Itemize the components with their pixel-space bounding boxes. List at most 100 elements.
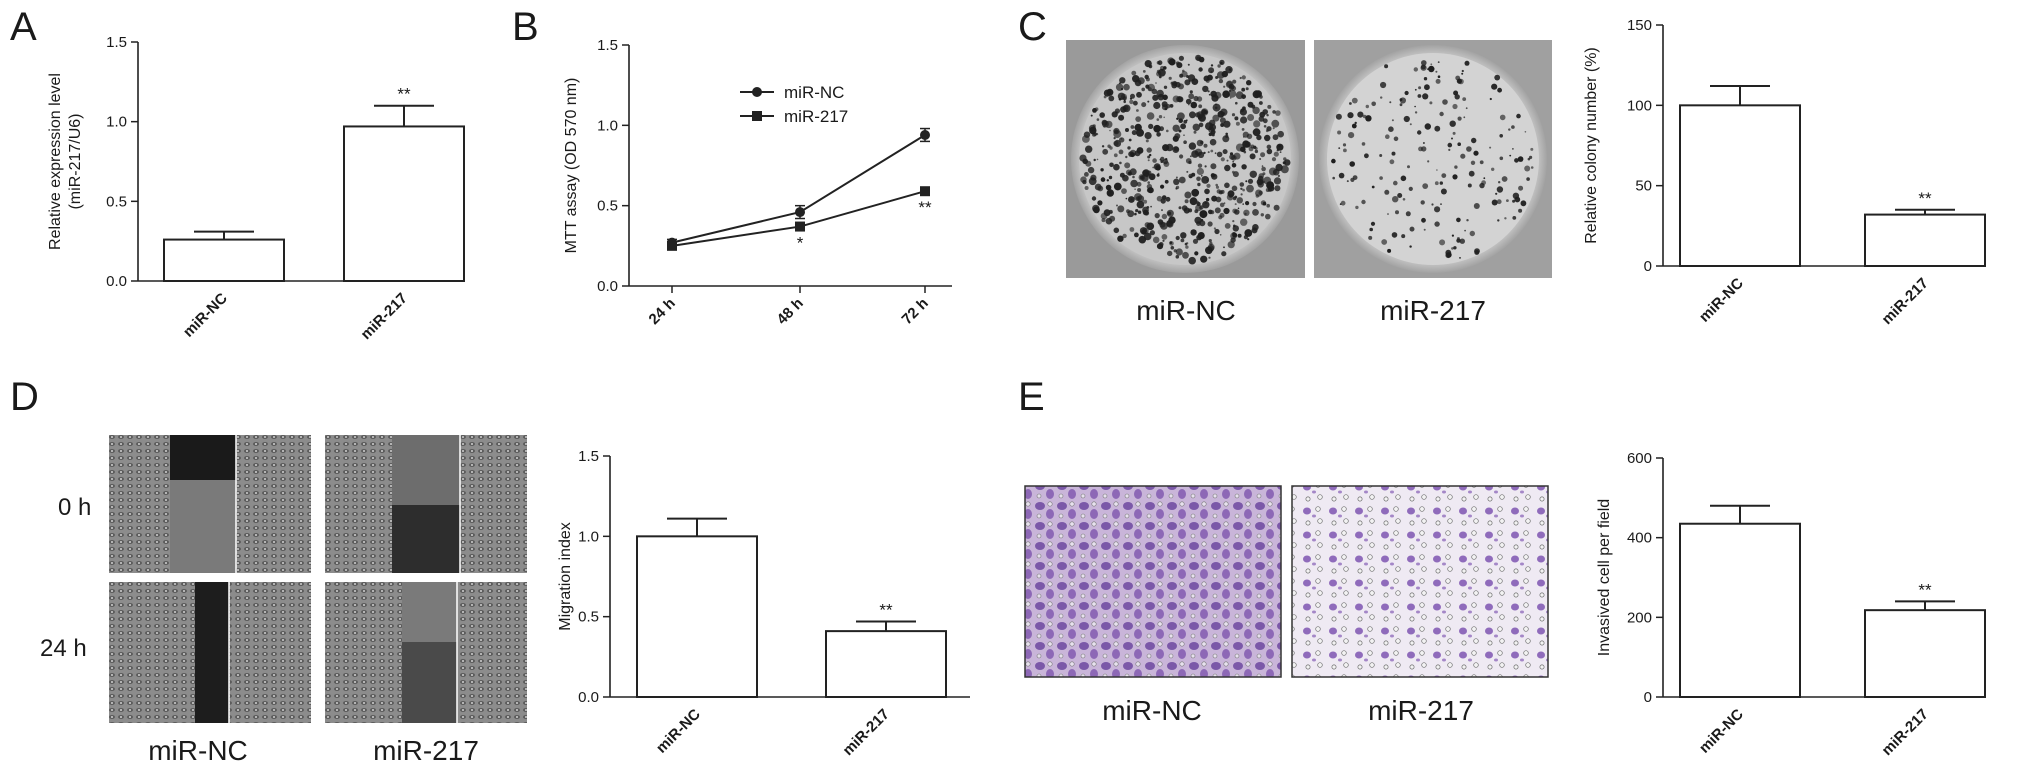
colony-dot (1145, 139, 1149, 143)
colony-dot (1379, 154, 1383, 157)
colony-dot (1494, 74, 1501, 81)
colony-dot (1226, 159, 1229, 162)
colony-dot (1240, 218, 1248, 226)
colony-dot (1461, 69, 1464, 73)
colony-dot (1252, 201, 1257, 207)
colony-dot (1123, 83, 1130, 91)
colony-dot (1380, 96, 1383, 99)
colony-dot (1105, 217, 1113, 225)
transwell-photo-mir-nc (1024, 485, 1282, 678)
colony-dot (1340, 200, 1346, 206)
colony-dot (1136, 181, 1142, 187)
colony-dot (1234, 209, 1240, 215)
colony-dot (1226, 193, 1234, 201)
colony-dot (1119, 137, 1125, 143)
colony-dot (1384, 189, 1390, 195)
colony-dot (1457, 142, 1461, 146)
y-tick-label: 0.0 (106, 273, 127, 290)
significance-label: ** (1918, 580, 1932, 599)
chart-b-mtt: 0.0 0.5 1.0 1.5 MTT assay (OD 570 nm) 24 h 48 … (563, 37, 952, 328)
colony-dot (1151, 88, 1158, 95)
y-tick-label: 0.0 (597, 278, 618, 295)
colony-dot (1134, 193, 1142, 202)
colony-dot (1449, 120, 1456, 127)
panel-letter-a: A (10, 5, 37, 49)
bar (343, 125, 465, 282)
colony-dot (1368, 235, 1373, 240)
colony-dot (1399, 103, 1403, 107)
colony-dot (1481, 180, 1486, 186)
colony-dot (1388, 126, 1394, 132)
colony-dot (1247, 238, 1250, 241)
colony-dot (1196, 234, 1202, 241)
colony-dot (1268, 167, 1277, 176)
colony-dot (1185, 245, 1189, 249)
colony-dot (1147, 187, 1154, 194)
significance-label: ** (397, 85, 411, 104)
colony-dot (1210, 149, 1214, 153)
colony-dot (1489, 97, 1492, 101)
colony-dot (1491, 199, 1498, 206)
y-tick-label: 0 (1644, 258, 1652, 275)
colony-dot (1162, 144, 1170, 152)
colony-dot (1149, 230, 1155, 236)
colony-dot (1201, 176, 1210, 184)
colony-dot (1129, 168, 1137, 176)
colony-dot (1471, 137, 1477, 144)
colony-dot (1237, 207, 1240, 210)
colony-dot (1217, 110, 1225, 118)
x-tick-label: miR-NC (1696, 275, 1747, 326)
colony-dot (1130, 179, 1138, 188)
colony-dot (1211, 195, 1218, 202)
colony-dot (1181, 71, 1188, 78)
colony-dot (1118, 114, 1125, 121)
chart-e-invasion: 0 200 400 600 Invasived cell per field miR-NC… (1596, 450, 1986, 759)
colony-dot (1223, 85, 1226, 88)
colony-dot (1436, 169, 1438, 171)
colony-dot (1473, 150, 1479, 156)
colony-dot (1489, 146, 1492, 149)
colony-dot (1144, 132, 1152, 140)
colony-dot (1245, 201, 1250, 206)
colony-dot (1182, 69, 1185, 73)
colony-dot (1402, 198, 1406, 201)
colony-dot (1197, 200, 1199, 203)
colony-dot (1162, 94, 1168, 101)
colony-dot (1183, 207, 1190, 214)
colony-dot (1408, 186, 1413, 191)
colony-dot (1427, 160, 1430, 163)
colony-dot (1483, 177, 1486, 180)
colony-dot (1364, 153, 1369, 159)
colony-dot (1224, 182, 1230, 189)
colony-dot (1156, 173, 1160, 177)
colony-dot (1511, 125, 1515, 129)
colony-dot (1417, 94, 1422, 98)
wound-photo-mir-nc-0h (109, 435, 311, 573)
colony-dot (1442, 99, 1448, 105)
colony-caption-mir-nc: miR-NC (1136, 295, 1236, 326)
colony-dot (1136, 128, 1144, 137)
data-point (795, 221, 805, 232)
bar (636, 535, 758, 698)
colony-dot (1173, 146, 1179, 152)
colony-dot (1196, 221, 1201, 227)
colony-dot (1474, 248, 1480, 255)
colony-dot (1349, 102, 1352, 105)
colony-dot (1162, 239, 1165, 242)
colony-dot (1514, 158, 1519, 163)
colony-dot (1164, 107, 1168, 111)
colony-dot (1224, 164, 1231, 172)
colony-dot (1118, 97, 1122, 101)
colony-dot (1224, 223, 1231, 229)
colony-dot (1236, 197, 1244, 204)
colony-dot (1189, 111, 1196, 119)
colony-dot (1175, 176, 1178, 179)
colony-dot (1223, 246, 1225, 249)
wound-photo-mir-217-0h (325, 435, 527, 573)
colony-dot (1401, 234, 1406, 239)
colony-dot (1128, 138, 1132, 142)
colony-dot (1434, 181, 1439, 186)
colony-dot (1241, 164, 1247, 170)
colony-dot (1165, 196, 1171, 202)
colony-dot (1184, 199, 1189, 204)
